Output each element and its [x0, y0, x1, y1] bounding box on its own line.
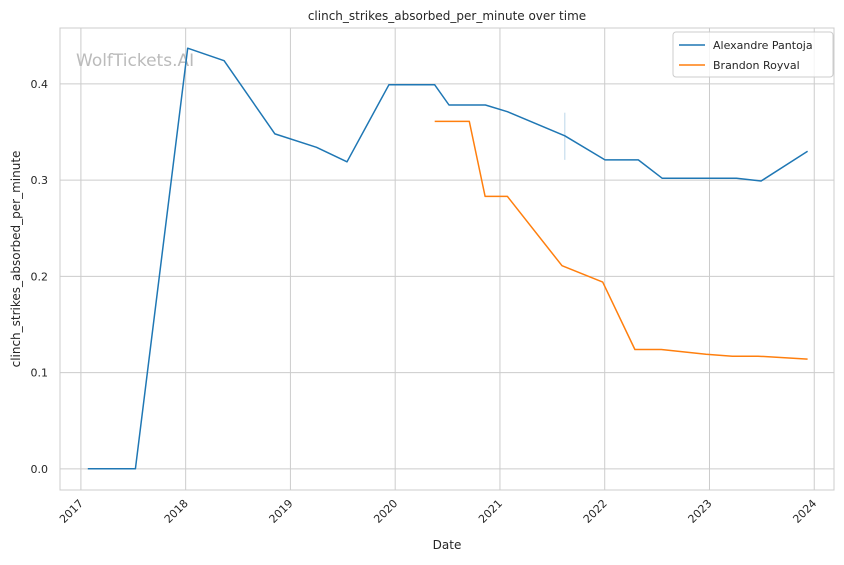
y-tick-labels: 0.0 0.1 0.2 0.3 0.4 [31, 78, 49, 476]
x-tick-label: 2022 [581, 497, 610, 526]
y-tick-label: 0.1 [31, 367, 49, 380]
legend: Alexandre Pantoja Brandon Royval [672, 31, 834, 78]
x-tick-label: 2023 [686, 497, 715, 526]
y-axis-label: clinch_strikes_absorbed_per_minute [9, 151, 23, 368]
y-tick-label: 0.2 [31, 270, 49, 283]
plot-frame [59, 27, 835, 491]
legend-box [672, 31, 834, 78]
chart-title: clinch_strikes_absorbed_per_minute over … [308, 9, 586, 23]
y-tick-label: 0.3 [31, 174, 49, 187]
x-tick-label: 2017 [57, 497, 86, 526]
x-tick-label: 2021 [476, 497, 505, 526]
x-tick-label: 2018 [162, 497, 191, 526]
watermark: WolfTickets.AI [76, 51, 194, 71]
x-axis-label: Date [433, 538, 462, 552]
x-tick-label: 2024 [790, 497, 819, 526]
series-lines [87, 47, 809, 470]
y-tick-label: 0.4 [31, 78, 49, 91]
legend-label-pantoja: Alexandre Pantoja [713, 39, 813, 52]
legend-label-royval: Brandon Royval [713, 59, 800, 72]
series-line-0 [87, 47, 809, 470]
grid [60, 28, 834, 490]
series-line-1 [434, 120, 808, 360]
x-tick-label: 2020 [371, 497, 400, 526]
x-tick-label: 2019 [267, 497, 296, 526]
x-tick-labels: 2017 2018 2019 2020 2021 2022 2023 2024 [57, 497, 819, 526]
y-tick-label: 0.0 [31, 463, 49, 476]
